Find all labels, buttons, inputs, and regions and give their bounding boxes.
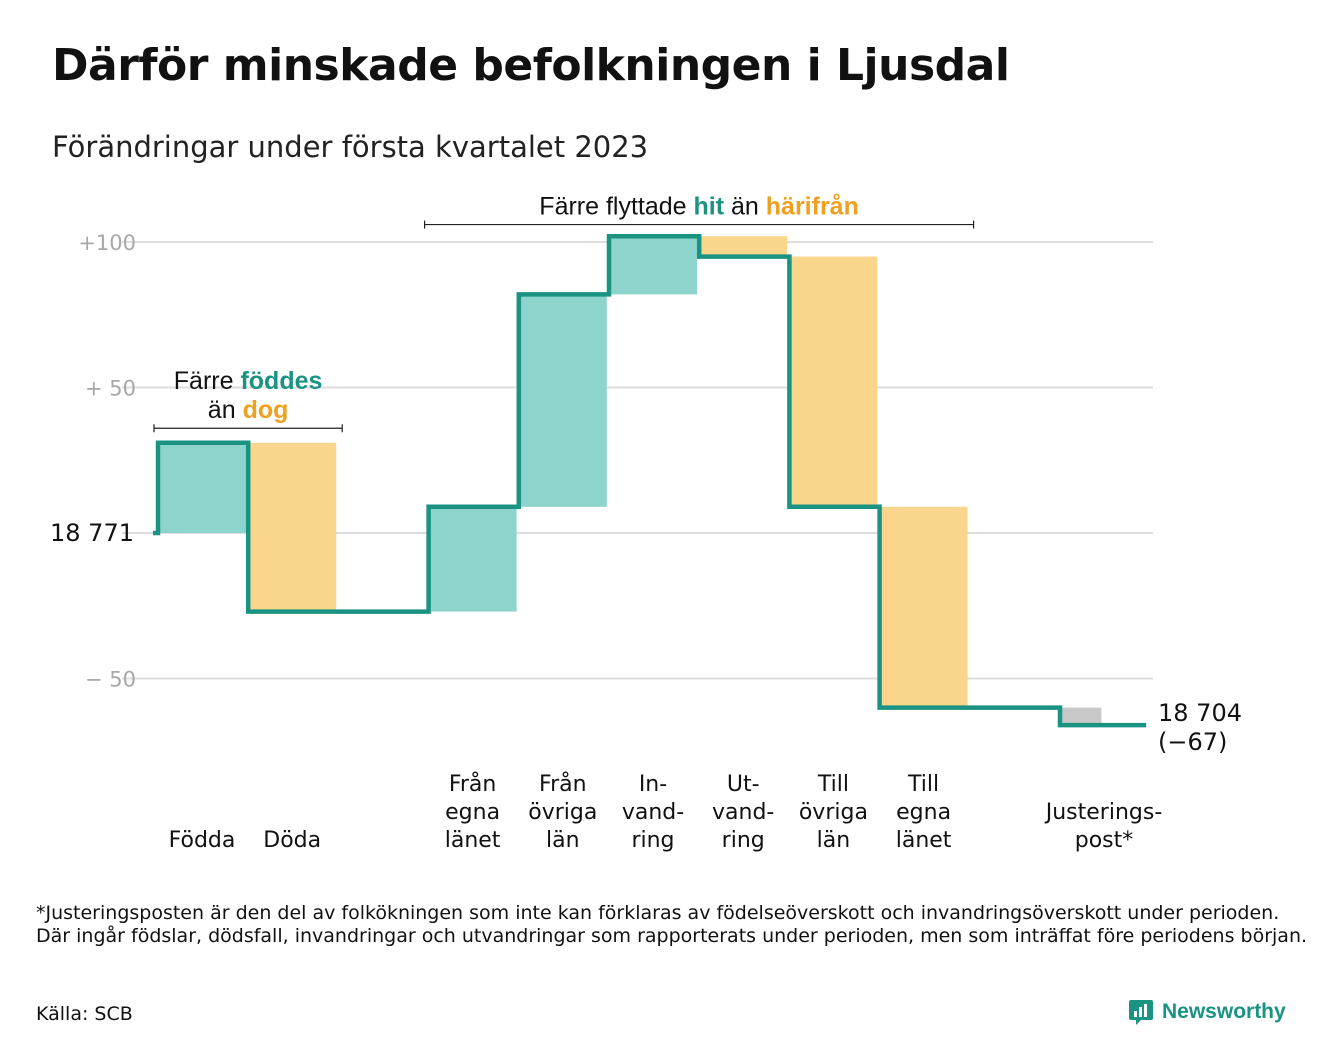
footnote: *Justeringsposten är den del av folkökni…	[36, 902, 1308, 947]
annotation-text-part: Färre	[174, 367, 241, 395]
page-title: Därför minskade befolkningen i Ljusdal	[52, 40, 1010, 91]
annotation-text-part: härifrån	[766, 193, 859, 221]
category-label: övriga	[799, 800, 868, 825]
category-label: vand-	[712, 800, 774, 825]
category-label: post*	[1075, 828, 1134, 853]
bar-adjustment	[1061, 707, 1102, 726]
category-label: Justerings-	[1044, 800, 1163, 825]
start-value-label: 18 771	[50, 519, 134, 547]
annotation-text-part: hit	[694, 193, 725, 221]
y-tick-label: +100	[78, 231, 136, 255]
category-label: ring	[631, 828, 674, 853]
bar-inflow	[609, 236, 697, 295]
annotation-text: än dog	[208, 396, 289, 424]
category-label: In-	[639, 772, 667, 797]
bar-outflow	[879, 506, 968, 708]
bar-outflow	[248, 442, 337, 612]
annotation-text-part: än	[724, 193, 766, 221]
bar-inflow	[428, 506, 517, 612]
end-value-label: (−67)	[1158, 728, 1227, 756]
category-label: Ut-	[727, 772, 760, 797]
annotation-text-part: än	[208, 396, 243, 424]
annotation-text: Färre flyttade hit än härifrån	[539, 193, 859, 221]
bar-outflow	[699, 236, 788, 257]
category-label: län	[546, 828, 580, 853]
category-label: Födda	[169, 828, 236, 853]
waterfall-chart: +100 + 50 − 50 18 771 18 704(−67) Födda Döda Fr…	[50, 193, 1242, 853]
y-tick-label: + 50	[85, 377, 136, 401]
cumulative-step-line	[153, 233, 1147, 728]
category-label: Till	[817, 772, 849, 797]
annotation-text-part: dog	[243, 396, 289, 424]
category-label: Döda	[263, 828, 321, 853]
category-label: län	[817, 828, 851, 853]
annotation-text: Färre föddes	[174, 367, 323, 395]
source-note: Källa: SCB	[36, 1003, 133, 1025]
end-value-label: 18 704	[1158, 699, 1242, 727]
newsworthy-logo-icon	[1129, 1000, 1153, 1025]
category-label: vand-	[622, 800, 684, 825]
category-label: Från	[449, 771, 497, 797]
category-label: egna	[445, 800, 500, 825]
brand-name: Newsworthy	[1162, 1000, 1286, 1023]
category-label: övriga	[528, 800, 597, 825]
brand-logo: Newsworthy	[1128, 998, 1286, 1026]
category-label: ring	[722, 828, 765, 853]
category-label: länet	[445, 828, 501, 853]
bar-inflow	[518, 294, 607, 507]
category-label: länet	[896, 828, 952, 853]
bar-inflow	[158, 442, 246, 533]
category-label: Till	[907, 772, 939, 797]
annotation-text-part: Färre flyttade	[539, 193, 693, 221]
annotation-text-part: föddes	[240, 367, 322, 395]
category-label: Från	[539, 771, 587, 797]
page-subtitle: Förändringar under första kvartalet 2023	[52, 130, 649, 164]
y-tick-label: − 50	[85, 668, 136, 692]
bar-outflow	[789, 256, 878, 507]
category-label: egna	[896, 800, 951, 825]
